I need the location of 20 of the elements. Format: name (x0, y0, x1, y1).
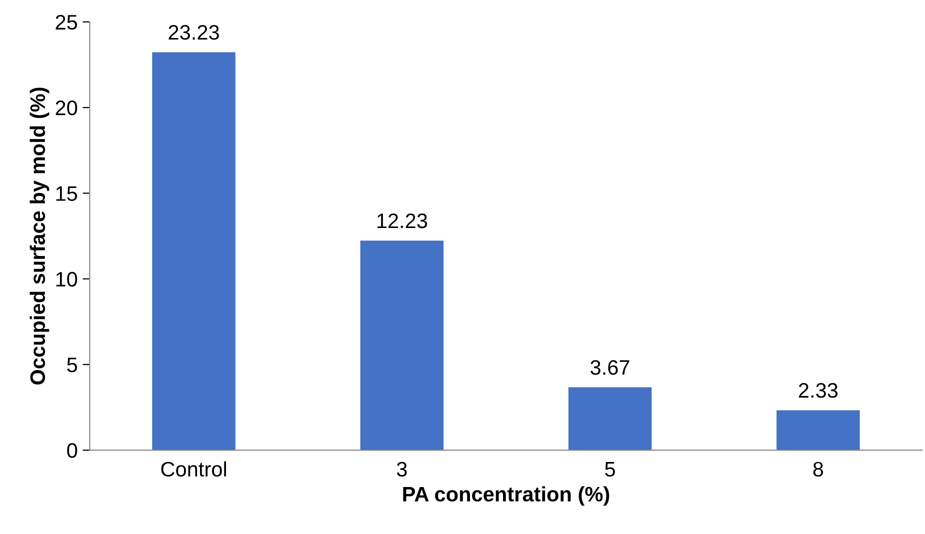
data-label: 23.23 (168, 25, 219, 40)
data-label: 2.33 (798, 383, 838, 398)
data-label: 12.23 (377, 213, 428, 228)
y-tick-label: 0 (67, 443, 78, 458)
x-axis-title: PA concentration (%) (403, 486, 610, 506)
y-tick-label: 25 (56, 14, 78, 30)
x-tick-label: Control (161, 461, 226, 477)
bar (360, 240, 444, 450)
data-label: 3.67 (590, 360, 630, 375)
x-tick-label: 8 (813, 462, 824, 477)
y-tick-label: 5 (67, 358, 78, 372)
y-tick-label: 20 (56, 100, 78, 116)
bar (568, 387, 652, 450)
bar (152, 52, 236, 450)
y-tick-label: 15 (56, 186, 78, 201)
x-tick-label: 5 (605, 462, 615, 477)
bar (776, 410, 860, 450)
y-axis-title: Occupied surface by mold (%) (30, 88, 50, 384)
x-tick-label: 3 (396, 462, 407, 477)
y-tick-label: 10 (56, 272, 78, 287)
